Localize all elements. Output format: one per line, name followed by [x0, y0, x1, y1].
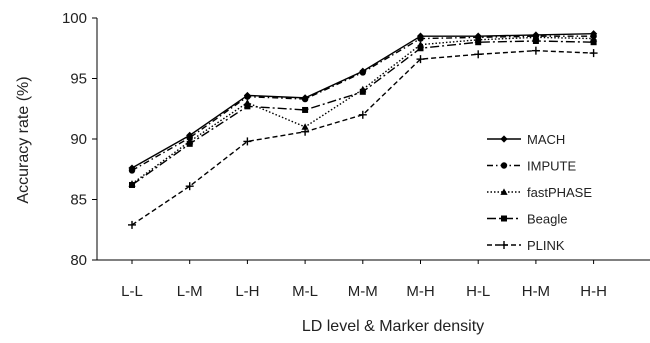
x-tick-label: H-M [522, 283, 550, 300]
data-point-impute [128, 167, 136, 174]
legend-label-beagle: Beagle [527, 212, 567, 227]
data-point-impute [186, 134, 193, 141]
x-tick-label: L-M [177, 283, 203, 300]
series-line-plink [131, 49, 594, 226]
x-tick-label: L-L [121, 283, 143, 300]
data-point-beagle [302, 106, 309, 113]
data-point-beagle [244, 103, 251, 110]
data-point-beagle [475, 39, 482, 46]
data-point-impute [244, 93, 251, 100]
y-axis-title: Accuracy rate (%) [15, 76, 32, 203]
legend-label-impute: IMPUTE [527, 159, 576, 174]
data-point-plink [474, 50, 483, 59]
x-tick-label: H-L [466, 283, 490, 300]
y-tick-label: 95 [70, 71, 87, 88]
data-point-beagle [417, 45, 424, 52]
legend-item-plink: PLINK [487, 238, 565, 253]
legend-item-fastphase: fastPHASE [487, 185, 592, 200]
legend-item-beagle: Beagle [487, 212, 567, 227]
data-point-plink [531, 46, 540, 55]
legend-label-plink: PLINK [527, 238, 565, 253]
x-tick-label: H-H [580, 283, 607, 300]
legend-marker-plink [500, 241, 508, 249]
series-line-impute [131, 35, 594, 172]
y-tick-label: 90 [70, 131, 87, 148]
legend-marker-beagle [501, 215, 507, 222]
legend-item-impute: IMPUTE [487, 159, 576, 174]
data-point-beagle [359, 88, 366, 95]
data-point-impute [301, 95, 309, 103]
x-tick-label: M-L [292, 283, 318, 300]
legend: MACH IMPUTE fastPHASE Beagle PLINK [487, 132, 592, 253]
legend-marker-fastphase [500, 188, 508, 195]
series-line-fastphase [131, 36, 594, 185]
legend-label-fastphase: fastPHASE [527, 185, 592, 200]
data-point-beagle [186, 140, 193, 147]
legend-label-mach: MACH [527, 132, 565, 147]
y-tick-label: 85 [70, 192, 87, 209]
legend-marker-impute [500, 162, 508, 169]
data-point-plink [416, 55, 425, 64]
legend-marker-mach [500, 135, 508, 143]
series-plink [128, 46, 598, 229]
data-point-beagle [129, 181, 135, 188]
data-point-plink [128, 220, 136, 229]
data-point-beagle [590, 39, 597, 46]
data-point-plink [301, 127, 310, 136]
y-tick-label: 100 [62, 10, 87, 27]
y-tick-label: 80 [70, 252, 87, 269]
data-point-plink [185, 182, 194, 191]
data-point-plink [243, 137, 252, 146]
x-tick-label: M-M [348, 283, 378, 300]
data-point-plink [589, 49, 598, 58]
plot-area: 80 85 90 95 100 L-L L-M L-H M-L M-M M-H H-L H-M H-H [62, 10, 650, 300]
legend-item-mach: MACH [487, 132, 565, 147]
data-point-impute [417, 35, 424, 42]
series-impute [128, 32, 597, 174]
series-beagle [129, 37, 597, 188]
data-point-fastphase [301, 123, 309, 130]
data-point-impute [359, 69, 366, 76]
x-tick-label: M-H [406, 283, 434, 300]
x-axis-title: LD level & Marker density [302, 318, 484, 335]
data-point-plink [358, 110, 367, 119]
series-line-mach [131, 33, 594, 169]
x-tick-label: L-H [235, 283, 259, 300]
data-point-beagle [532, 37, 539, 44]
